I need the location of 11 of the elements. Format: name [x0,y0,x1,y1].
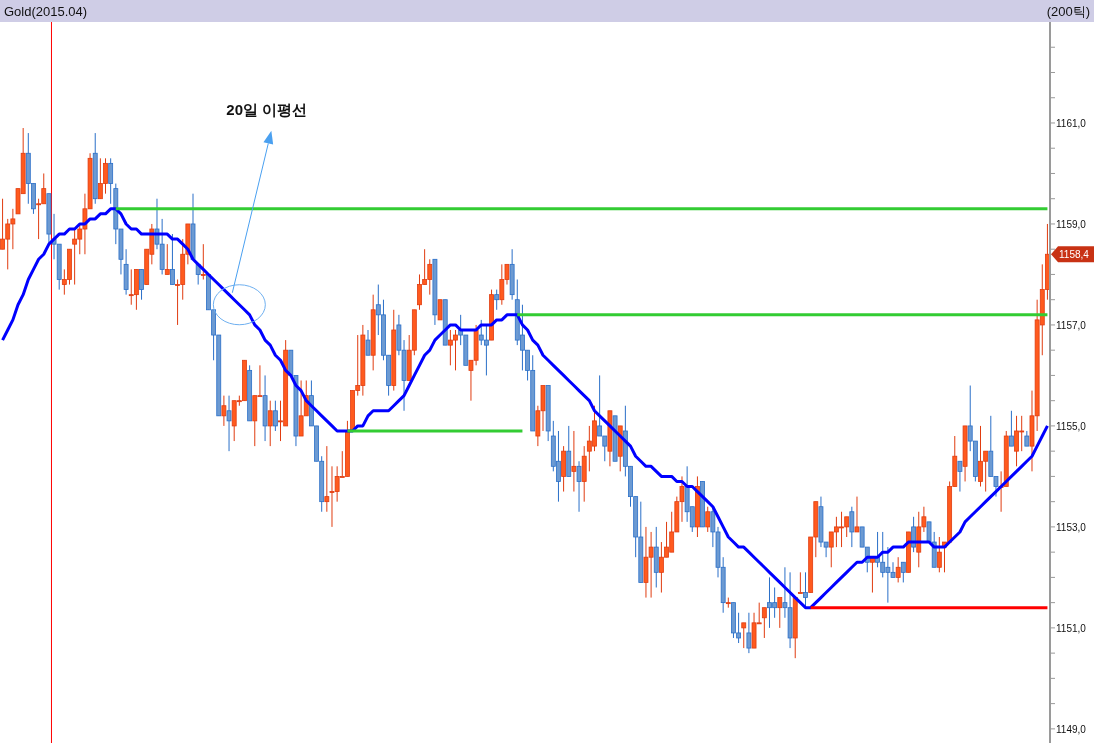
ytick: 1151,0 [1056,622,1086,634]
annotation: 20일 이평선 [226,100,308,118]
ytick: 1149,0 [1056,723,1086,735]
ytick: 1155,0 [1056,420,1086,432]
ytick: 1161,0 [1056,118,1086,129]
ytick: 1153,0 [1056,521,1086,533]
ytick: 1159,0 [1056,218,1086,230]
subtitle: (200틱) [1046,4,1090,19]
title: Gold(2015.04) [4,4,88,19]
ytick: 1157,0 [1056,319,1086,331]
price-tag: 1158,4 [1051,246,1094,263]
